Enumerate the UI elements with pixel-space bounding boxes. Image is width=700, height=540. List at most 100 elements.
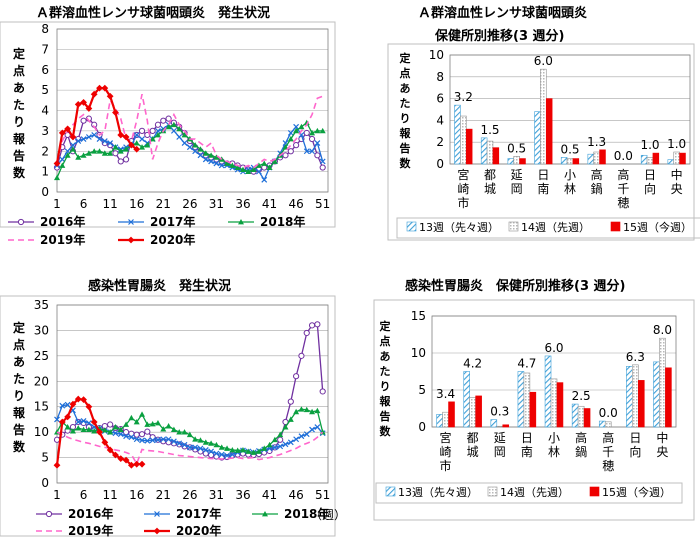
gastro-district-category-label: 宮	[440, 430, 452, 445]
gastro-district-legend-label: 14週（先週）	[500, 486, 569, 499]
strep-district-y-tick-label: 0	[436, 157, 444, 171]
strep-weekly-legend-marker	[17, 218, 25, 226]
strep-district-category-label: 宮	[457, 167, 469, 182]
strep-weekly-point	[208, 158, 215, 165]
gastro-weekly-point	[128, 414, 135, 421]
gastro-district-data-label: 6.3	[626, 350, 645, 364]
strep-weekly-point	[112, 144, 119, 150]
strep-weekly-point	[208, 152, 215, 158]
strep-district-y-axis-label: 定	[400, 51, 411, 65]
gastro-weekly-point	[298, 433, 305, 440]
strep-weekly-point	[298, 123, 305, 130]
gastro-district-category-label: 高	[602, 430, 614, 445]
strep-district-y-axis-label: り	[400, 112, 411, 125]
gastro-weekly-point	[69, 400, 77, 408]
gastro-weekly-legend-marker	[45, 510, 53, 518]
gastro-district-category-label: 高	[575, 430, 587, 445]
strep-district-y-axis-label: 報	[400, 126, 412, 140]
strep-district-y-tick-label: 10	[429, 48, 444, 62]
gastro-weekly-point	[208, 448, 215, 455]
gastro-weekly-point	[144, 428, 151, 435]
strep-district-category-label: 延	[511, 168, 523, 182]
gastro-district-bar-2	[556, 382, 564, 428]
strep-weekly-point	[261, 160, 268, 166]
strep-weekly-point	[255, 168, 262, 175]
strep-weekly-point	[287, 129, 294, 136]
gastro-weekly-point	[202, 447, 209, 453]
strep-weekly-point	[107, 150, 114, 156]
gastro-weekly-x-tick-label: 46	[288, 488, 303, 502]
gastro-district-bar-1	[469, 397, 476, 428]
gastro-weekly-y-axis-label: あ	[13, 355, 25, 369]
gastro-district-y-tick-label: 0	[418, 420, 426, 434]
strep-district-data-label: 0.5	[560, 142, 579, 156]
gastro-weekly-point	[282, 424, 289, 430]
gastro-weekly-point	[80, 418, 87, 424]
strep-district-bar-2	[652, 152, 660, 165]
gastro-weekly-y-axis-label: 定	[13, 320, 25, 335]
strep-weekly-point	[96, 148, 103, 154]
strep-weekly-x-tick-label: 6	[80, 197, 88, 211]
gastro-district-data-label: 4.2	[463, 357, 482, 371]
strep-weekly-point	[133, 140, 140, 146]
gastro-district-bar-1	[442, 411, 449, 428]
gastro-weekly-point	[133, 460, 141, 468]
strep-weekly-y-axis-label: 定	[13, 46, 25, 61]
strep-weekly-point	[160, 117, 167, 124]
strep-district-y-axis-label: 点	[400, 66, 411, 80]
strep-weekly-point	[54, 174, 60, 181]
gastro-district-legend-label: 15週（今週）	[602, 485, 671, 499]
gastro-weekly-point	[197, 437, 204, 443]
gastro-weekly-point	[112, 430, 119, 437]
gastro-weekly-point	[75, 419, 82, 425]
gastro-weekly-point	[117, 455, 125, 462]
gastro-district-y-axis-label: 定	[380, 319, 391, 333]
gastro-weekly-point	[112, 424, 119, 430]
strep-weekly-y-tick-label: 2	[41, 144, 49, 158]
strep-weekly-y-axis-label: 数	[13, 165, 26, 180]
strep-weekly-point	[101, 138, 108, 144]
gastro-weekly-point	[64, 424, 71, 430]
strep-district-category-label: 日	[537, 168, 549, 182]
strep-weekly-point	[202, 156, 209, 163]
strep-weekly-point	[218, 162, 225, 169]
strep-weekly-point	[239, 166, 246, 172]
strep-district-bar-1	[513, 156, 520, 165]
strep-weekly-point	[138, 127, 146, 134]
strep-district-bar-1	[673, 151, 680, 165]
gastro-district-bar-0	[463, 371, 470, 428]
gastro-weekly-point	[155, 436, 161, 443]
strep-weekly-point	[319, 164, 326, 171]
strep-weekly-point	[53, 160, 61, 167]
strep-weekly-legend-label: 2020年	[150, 232, 195, 247]
gastro-weekly-point	[170, 438, 177, 445]
strep-weekly-point	[293, 142, 300, 149]
gastro-weekly-point	[123, 433, 130, 440]
gastro-weekly-point	[85, 420, 92, 426]
gastro-weekly-series-line-3	[56, 431, 324, 466]
gastro-weekly-point	[165, 423, 172, 429]
strep-weekly-point	[117, 131, 125, 139]
gastro-weekly-x-tick-label: 11	[102, 488, 117, 502]
strep-weekly-y-axis-label: 報	[13, 131, 26, 146]
gastro-weekly-point	[74, 395, 82, 403]
strep-weekly-point	[123, 146, 130, 152]
gastro-weekly-point	[298, 352, 305, 359]
strep-district-border	[387, 43, 695, 241]
gastro-district-category-label: 日	[629, 431, 641, 445]
strep-district-category-label: 鍋	[591, 181, 603, 196]
strep-district-legend-label: 15週（今週）	[623, 220, 692, 234]
strep-weekly-point	[176, 125, 183, 132]
strep-weekly-point	[75, 138, 82, 144]
strep-weekly-point	[282, 144, 289, 150]
gastro-district-data-label: 3.4	[436, 387, 455, 401]
strep-district-category-label: 小	[564, 168, 576, 182]
strep-district-data-label: 1.0	[640, 138, 659, 152]
strep-weekly-point	[293, 127, 300, 134]
gastro-weekly-point	[202, 439, 209, 445]
strep-weekly-y-axis-label: 点	[13, 63, 25, 78]
gastro-weekly-point	[106, 446, 114, 454]
strep-weekly-point	[154, 131, 161, 138]
gastro-weekly-point	[75, 425, 82, 431]
gastro-district-data-label: 0.3	[490, 405, 509, 419]
